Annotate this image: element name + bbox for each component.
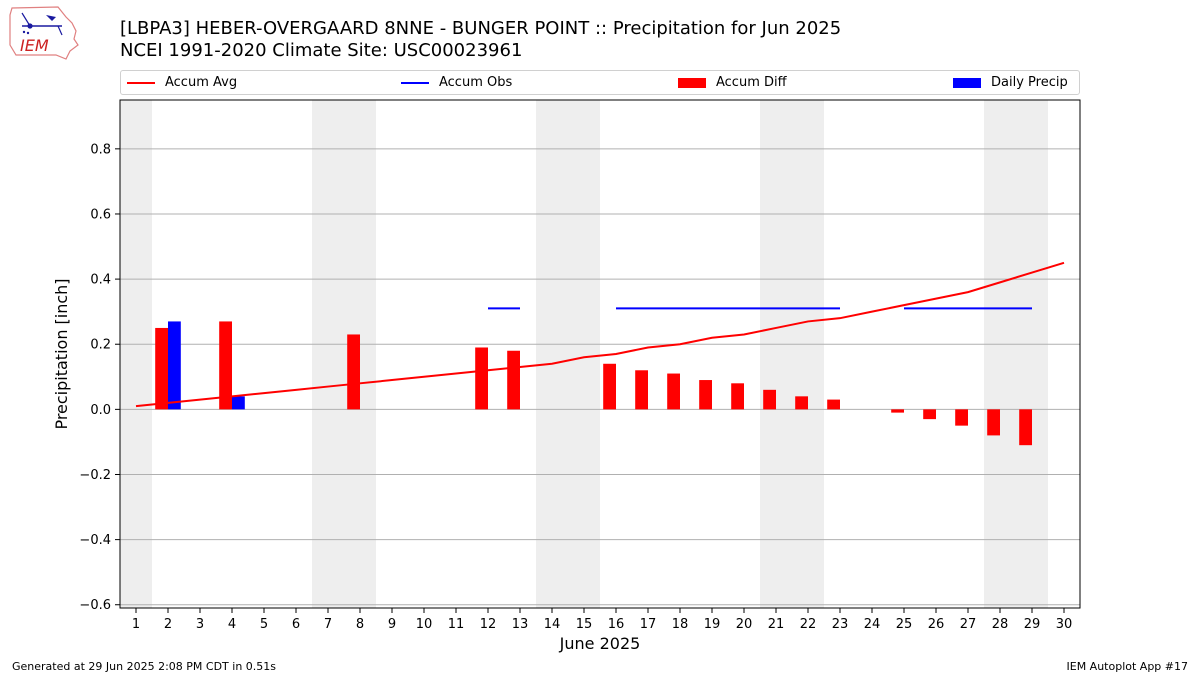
accum-diff-bar	[731, 383, 744, 410]
y-tick-label: 0.4	[90, 273, 111, 288]
accum-diff-bar	[475, 347, 488, 410]
chart-subtitle: NCEI 1991-2020 Climate Site: USC00023961	[120, 40, 523, 61]
accum-diff-bar	[635, 370, 648, 410]
x-tick-label: 30	[1056, 617, 1073, 632]
x-tick-label: 17	[640, 617, 657, 632]
weekend-band-2	[536, 100, 600, 608]
x-tick-label: 19	[704, 617, 721, 632]
x-tick-label: 6	[292, 617, 300, 632]
x-tick-label: 9	[388, 617, 396, 632]
x-tick-label: 18	[672, 617, 689, 632]
accum-diff-bar	[667, 373, 680, 410]
legend-label-accum-avg: Accum Avg	[165, 75, 238, 90]
x-tick-label: 4	[228, 617, 236, 632]
accum-diff-bar	[923, 409, 936, 420]
x-tick-label: 20	[736, 617, 753, 632]
x-tick-label: 29	[1024, 617, 1041, 632]
accum-diff-bar	[155, 327, 168, 410]
legend-item-accum-avg: Accum Avg	[127, 71, 237, 94]
accum-diff-bar	[987, 409, 1000, 436]
y-tick-label: 0.6	[90, 207, 111, 222]
x-tick-label: 11	[448, 617, 465, 632]
weekend-band-1	[312, 100, 376, 608]
accum-diff-bar	[795, 396, 808, 410]
accum-diff-bar	[1019, 409, 1032, 446]
x-tick-label: 22	[800, 617, 817, 632]
accum-diff-bar	[347, 334, 360, 410]
weekend-band-4	[984, 100, 1048, 608]
legend-label-accum-obs: Accum Obs	[439, 75, 513, 90]
legend-swatch-accum-obs	[401, 81, 429, 84]
y-tick-label: 0.0	[90, 403, 111, 418]
footer-app-text: IEM Autoplot App #17	[1066, 660, 1189, 673]
legend-swatch-accum-diff	[678, 77, 706, 88]
accum-diff-bar	[219, 321, 232, 410]
x-tick-label: 25	[896, 617, 913, 632]
daily-precip-bar	[168, 321, 181, 410]
legend-item-daily-precip: Daily Precip	[953, 71, 1068, 94]
x-tick-label: 26	[928, 617, 945, 632]
x-tick-label: 16	[608, 617, 625, 632]
y-tick-label: 0.2	[90, 338, 111, 353]
accum-diff-bar	[827, 399, 840, 410]
x-tick-label: 28	[992, 617, 1009, 632]
x-tick-label: 12	[480, 617, 497, 632]
accum-diff-bar	[699, 380, 712, 410]
chart-legend: Accum Avg Accum Obs Accum Diff Daily Pre…	[120, 70, 1080, 95]
weekend-band-0	[120, 100, 152, 608]
x-axis-label: June 2025	[559, 634, 641, 653]
y-tick-label: −0.6	[79, 598, 111, 613]
accum-diff-bar	[763, 389, 776, 410]
iem-logo: IEM	[9, 6, 79, 60]
x-tick-label: 1	[132, 617, 140, 632]
legend-swatch-daily-precip	[953, 77, 981, 88]
x-tick-label: 15	[576, 617, 593, 632]
legend-label-accum-diff: Accum Diff	[716, 75, 787, 90]
legend-item-accum-diff: Accum Diff	[678, 71, 787, 94]
legend-label-daily-precip: Daily Precip	[991, 75, 1068, 90]
x-tick-label: 2	[164, 617, 172, 632]
legend-item-accum-obs: Accum Obs	[401, 71, 512, 94]
y-axis-label: Precipitation [inch]	[52, 278, 71, 429]
x-tick-label: 10	[416, 617, 433, 632]
x-tick-label: 13	[512, 617, 529, 632]
legend-swatch-accum-avg	[127, 81, 155, 84]
footer-generated-text: Generated at 29 Jun 2025 2:08 PM CDT in …	[12, 660, 277, 673]
x-tick-label: 21	[768, 617, 785, 632]
accum-diff-bar	[507, 350, 520, 410]
accum-diff-bar	[603, 363, 616, 410]
accum-diff-bar	[891, 409, 904, 413]
accum-avg-line	[135, 261, 1065, 408]
x-tick-label: 27	[960, 617, 977, 632]
x-tick-label: 23	[832, 617, 849, 632]
y-tick-label: −0.4	[79, 533, 111, 548]
y-tick-label: −0.2	[79, 468, 111, 483]
plot-frame	[119, 99, 1081, 609]
x-tick-label: 5	[260, 617, 268, 632]
weekend-band-3	[760, 100, 824, 608]
x-tick-label: 8	[356, 617, 364, 632]
chart-title: [LBPA3] HEBER-OVERGAARD 8NNE - BUNGER PO…	[120, 18, 842, 39]
x-tick-label: 7	[324, 617, 332, 632]
y-tick-label: 0.8	[90, 142, 111, 157]
logo-text: IEM	[20, 36, 49, 55]
x-tick-label: 3	[196, 617, 204, 632]
daily-precip-bar	[232, 396, 245, 410]
x-tick-label: 24	[864, 617, 881, 632]
x-tick-label: 14	[544, 617, 561, 632]
accum-diff-bar	[955, 409, 968, 426]
